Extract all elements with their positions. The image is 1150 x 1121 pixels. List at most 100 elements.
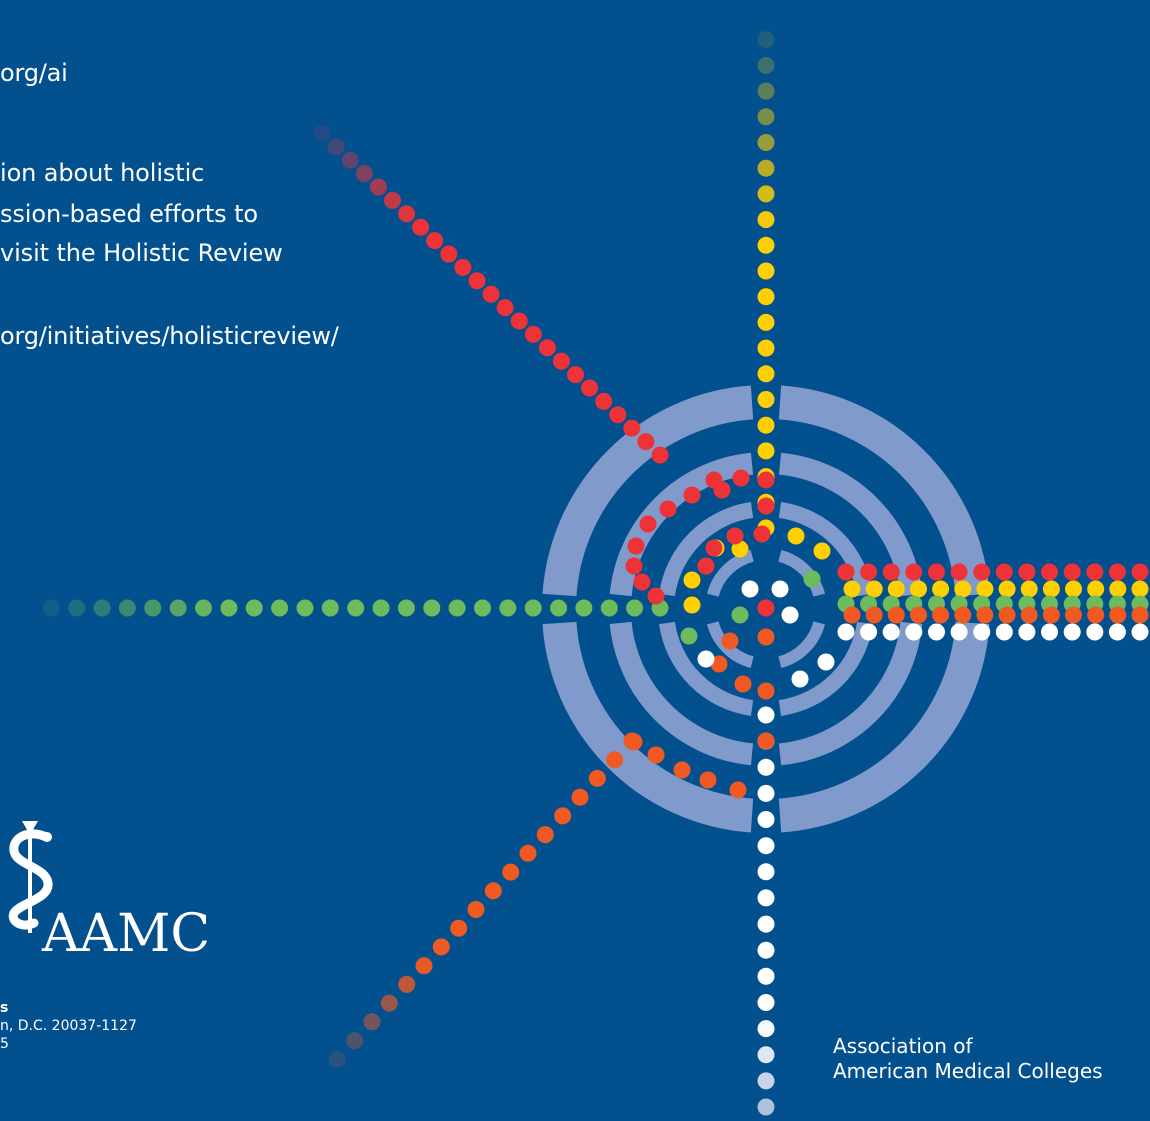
dot (1041, 563, 1058, 581)
dot (757, 915, 775, 933)
dot (412, 218, 430, 236)
dot (905, 563, 923, 581)
dot (928, 563, 945, 581)
dot (346, 1032, 364, 1050)
dot (757, 497, 775, 515)
dot (757, 134, 775, 151)
dot (757, 889, 775, 907)
dot (552, 352, 570, 370)
dot (1131, 606, 1149, 624)
dot (817, 653, 835, 671)
dot (1042, 580, 1060, 598)
dot (757, 288, 775, 306)
dot (398, 975, 416, 993)
dot (68, 599, 86, 617)
dot (519, 844, 537, 862)
dot (372, 599, 390, 617)
dot (1108, 563, 1126, 581)
dot (355, 165, 373, 183)
dot (1041, 623, 1058, 641)
dot (1063, 623, 1081, 641)
dot (757, 1098, 775, 1116)
dot (639, 515, 657, 533)
dot (1065, 606, 1082, 624)
dot (741, 580, 759, 598)
ring-segment (659, 502, 754, 597)
dot-rays (17, 5, 1149, 1116)
dot (581, 379, 599, 397)
dot (321, 599, 339, 617)
dot (363, 1013, 381, 1031)
dot (932, 580, 950, 598)
dot (245, 599, 263, 617)
dot (757, 471, 775, 489)
dot (1109, 606, 1127, 624)
dot (588, 769, 606, 787)
dot (626, 599, 644, 617)
dot (843, 606, 861, 624)
dot (647, 587, 665, 605)
dot (502, 863, 520, 881)
ring-segment (706, 549, 754, 597)
dot (950, 623, 968, 641)
dot (1131, 580, 1149, 598)
paragraph-line: ssion-based efforts to (0, 200, 258, 228)
ring-segment (609, 621, 754, 766)
dot (432, 938, 450, 956)
ring-segment (659, 621, 754, 716)
dot (757, 599, 775, 617)
dot (860, 623, 878, 641)
dot (484, 882, 502, 900)
dot (454, 258, 472, 276)
dot (973, 563, 991, 581)
caduceus-icon (8, 821, 53, 933)
dot (757, 108, 775, 126)
dot (726, 527, 744, 545)
dot (575, 599, 593, 617)
address-line: 5 (0, 1036, 9, 1052)
dot (757, 758, 775, 776)
dot (995, 623, 1013, 641)
dot (118, 599, 136, 617)
dot (1020, 606, 1038, 624)
dot (734, 675, 752, 693)
dot (450, 919, 468, 937)
dot (651, 446, 669, 464)
dot (721, 632, 739, 650)
dot (42, 599, 60, 617)
dot (976, 606, 994, 624)
dot (683, 596, 701, 614)
dot (757, 706, 775, 724)
dot (757, 628, 775, 646)
dot (757, 682, 775, 700)
dot (757, 1072, 775, 1090)
dot (680, 627, 698, 645)
dot (571, 788, 589, 806)
dot (369, 178, 387, 196)
dot (510, 312, 528, 330)
dot (524, 325, 542, 343)
dot (499, 599, 517, 617)
dot (448, 599, 466, 617)
dot (220, 599, 238, 617)
holistic-review-url-text[interactable]: org/initiatives/holisticreview/ (0, 322, 339, 350)
dot (757, 941, 775, 959)
dot (803, 570, 821, 588)
dot (1063, 563, 1081, 581)
aamc-wordmark: AAMC (42, 904, 211, 964)
dot (837, 563, 855, 581)
ai-url-text[interactable]: org/ai (0, 59, 68, 87)
dot (195, 599, 212, 617)
dot (998, 606, 1016, 624)
dot (1018, 623, 1036, 641)
dot (600, 599, 618, 617)
dot (932, 606, 950, 624)
dot (313, 124, 331, 142)
dot (910, 606, 927, 624)
dot (731, 606, 749, 624)
dot (93, 599, 111, 617)
dot (771, 580, 789, 598)
dot (757, 442, 775, 460)
dot (757, 1020, 775, 1038)
